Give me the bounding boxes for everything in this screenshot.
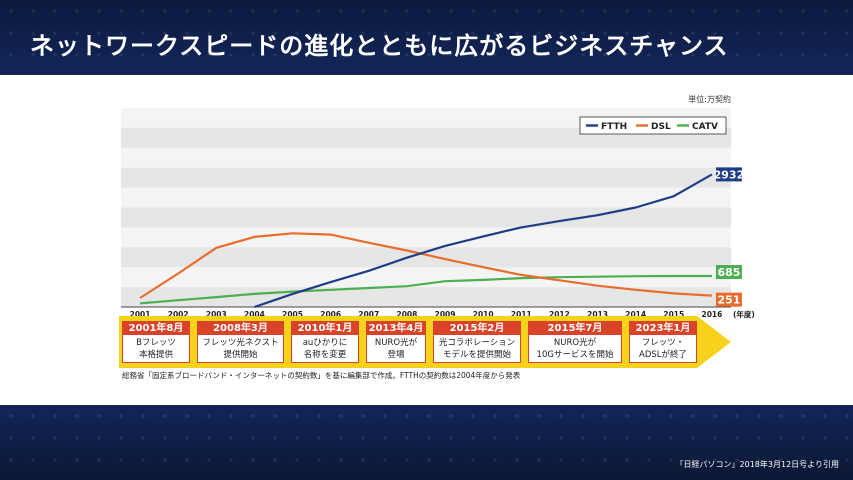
x-tick-label: 2004 bbox=[244, 310, 265, 319]
x-tick-label: 2011 bbox=[511, 310, 532, 319]
timeline-event-line2: モデルを提供開始 bbox=[442, 350, 511, 360]
x-tick-label: 2009 bbox=[435, 310, 456, 319]
timeline-event-date: 2015年2月 bbox=[434, 322, 520, 335]
title-band: ネットワークスピードの進化とともに広がるビジネスチャンス bbox=[0, 0, 853, 75]
timeline-event-line1: フレッツ・ bbox=[641, 338, 685, 348]
bottom-band: 「日経パソコン」2018年3月12日号より引用 bbox=[0, 405, 853, 480]
timeline-event-line1: auひかりに bbox=[302, 338, 348, 348]
timeline-event-date: 2010年1月 bbox=[292, 322, 358, 335]
timeline-event: 2015年2月 光コラボレーション モデルを提供開始 bbox=[433, 321, 521, 363]
x-tick-label: 2013 bbox=[587, 310, 608, 319]
timeline-event-line1: NURO光が bbox=[374, 338, 418, 348]
x-tick-label: 2006 bbox=[320, 310, 341, 319]
timeline-event-date: 2023年1月 bbox=[630, 322, 696, 335]
x-tick-label: 2015 bbox=[663, 310, 684, 319]
timeline-event: 2010年1月 auひかりに 名称を変更 bbox=[291, 321, 359, 363]
x-axis-unit: (年度) bbox=[733, 309, 755, 319]
series-line-dsl bbox=[139, 232, 712, 299]
x-tick-label: 2014 bbox=[625, 310, 646, 319]
chart-footnote: 総務省「固定系ブロードバンド・インターネットの契約数」を基に編集部で作成。FTT… bbox=[122, 371, 521, 380]
end-label-box-ftth bbox=[715, 167, 742, 182]
title-band-pattern bbox=[0, 0, 853, 75]
x-tick-label: 2001 bbox=[130, 310, 151, 319]
line-chart: 単位:万契約 2001 2002 2003 2004 2005 2006 2007 2008 20… bbox=[121, 94, 755, 321]
end-label-box-catv bbox=[715, 265, 742, 280]
slide-title: ネットワークスピードの進化とともに広がるビジネスチャンス bbox=[30, 32, 729, 60]
x-tick-label: 2002 bbox=[168, 310, 189, 319]
x-tick-label: 2007 bbox=[358, 310, 379, 319]
timeline-event-line2: 本格提供 bbox=[138, 350, 173, 360]
timeline-event-date: 2013年4月 bbox=[367, 322, 425, 335]
timeline: 2001年8月 Bフレッツ 本格提供 2008年3月 フレッツ光ネクスト 提供開始 2010… bbox=[119, 316, 731, 368]
series-line-ftth bbox=[254, 173, 713, 309]
timeline-event-line1: NURO光が bbox=[553, 338, 597, 348]
end-label-catv: 685 bbox=[717, 266, 740, 279]
timeline-event: 2023年1月 フレッツ・ ADSLが終了 bbox=[629, 321, 697, 363]
grid-band bbox=[121, 227, 731, 248]
end-label-dsl: 251 bbox=[717, 294, 740, 307]
timeline-event-date: 2001年8月 bbox=[123, 322, 189, 335]
x-tick-label: 2016 bbox=[702, 310, 723, 319]
timeline-event-date: 2015年7月 bbox=[529, 322, 621, 335]
timeline-event: 2015年7月 NURO光が 10Gサービスを開始 bbox=[528, 321, 622, 363]
x-tick-label: 2005 bbox=[282, 310, 303, 319]
timeline-event-line2: 10Gサービスを開始 bbox=[536, 350, 614, 360]
chart-panel: 単位:万契約 2001 2002 2003 2004 2005 2006 2007 2008 20… bbox=[0, 75, 853, 405]
timeline-event-line1: フレッツ光ネクスト bbox=[202, 338, 279, 348]
x-tick-label: 2008 bbox=[397, 310, 418, 319]
timeline-event-line2: 登場 bbox=[387, 350, 405, 360]
timeline-event-line2: ADSLが終了 bbox=[639, 350, 687, 360]
x-tick-label: 2003 bbox=[206, 310, 227, 319]
timeline-event-line2: 提供開始 bbox=[223, 350, 258, 360]
timeline-event-line1: 光コラボレーション bbox=[438, 338, 516, 348]
unit-label: 単位:万契約 bbox=[688, 94, 731, 104]
timeline-event: 2013年4月 NURO光が 登場 bbox=[366, 321, 426, 363]
end-label-box-dsl bbox=[715, 292, 742, 307]
legend-box bbox=[579, 116, 727, 135]
timeline-event-line1: Bフレッツ bbox=[136, 338, 176, 348]
bottom-band-pattern bbox=[0, 405, 853, 480]
legend-label-ftth: FTTH bbox=[601, 122, 627, 132]
x-tick-label: 2010 bbox=[473, 310, 494, 319]
legend-label-catv: CATV bbox=[692, 122, 718, 132]
series-line-catv bbox=[140, 274, 712, 305]
timeline-event-date: 2008年3月 bbox=[198, 322, 283, 335]
source-credit: 「日経パソコン」2018年3月12日号より引用 bbox=[675, 460, 839, 469]
grid-band bbox=[121, 187, 731, 208]
grid-band bbox=[121, 147, 731, 168]
timeline-event: 2008年3月 フレッツ光ネクスト 提供開始 bbox=[197, 321, 284, 363]
timeline-event: 2001年8月 Bフレッツ本格提供 bbox=[122, 321, 190, 363]
grid-band bbox=[121, 108, 731, 128]
end-label-ftth: 2932 bbox=[714, 168, 745, 181]
timeline-event-line2: 名称を変更 bbox=[303, 350, 347, 360]
x-tick-label: 2012 bbox=[549, 310, 570, 319]
legend-label-dsl: DSL bbox=[651, 122, 671, 132]
